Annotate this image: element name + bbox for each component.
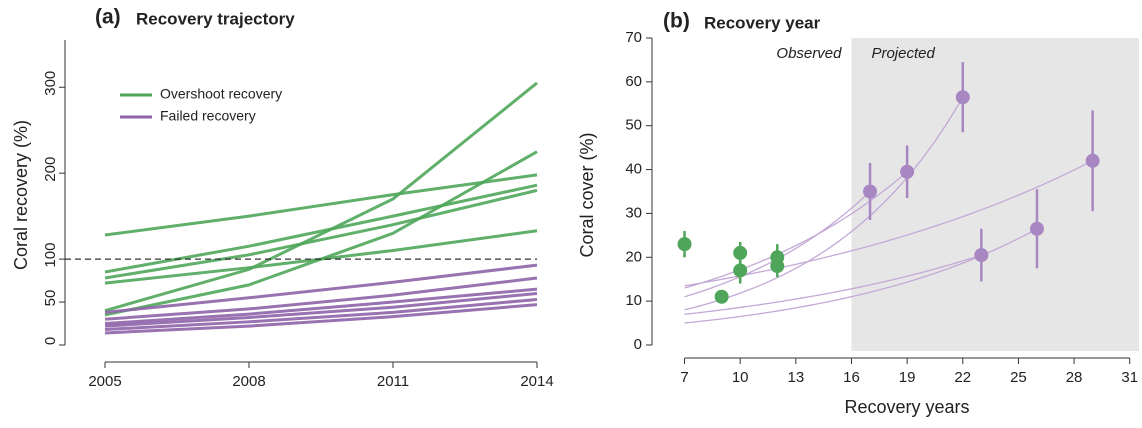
x-tick-label: 13	[787, 369, 804, 386]
chart-title: Recovery trajectory	[136, 9, 295, 28]
x-tick-label: 2005	[88, 373, 121, 390]
trajectory-line	[104, 81, 538, 313]
point	[677, 237, 692, 252]
annotation: Projected	[871, 45, 935, 62]
fit-curve	[684, 254, 982, 315]
y-tick-label: 40	[625, 161, 642, 178]
x-tick-label: 2008	[232, 373, 265, 390]
y-tick-label: 30	[625, 204, 642, 221]
y-tick-label: 10	[625, 292, 642, 309]
y-tick-label: 0	[634, 336, 642, 353]
trajectory-line	[104, 263, 538, 314]
x-tick-label: 19	[899, 369, 916, 386]
x-axis-label: Recovery years	[844, 397, 969, 417]
fit-curve	[684, 96, 964, 311]
trajectory-line	[104, 287, 538, 326]
y-tick-label: 300	[42, 71, 59, 96]
trajectory-line	[104, 291, 538, 328]
trajectory-line	[104, 188, 538, 280]
y-tick-label: 50	[42, 290, 59, 307]
legend-label: Overshoot recovery	[160, 86, 282, 102]
x-tick-label: 2011	[377, 373, 409, 390]
y-tick-label: 60	[625, 73, 642, 90]
y-tick-label: 20	[625, 248, 642, 265]
point	[733, 263, 748, 278]
chart-title: Recovery year	[704, 13, 821, 32]
point	[955, 90, 970, 105]
y-tick-label: 50	[625, 117, 642, 134]
point	[1029, 221, 1044, 236]
trajectory-line	[104, 173, 538, 237]
legend-label: Failed recovery	[160, 108, 256, 124]
y-axis-label: Coral cover (%)	[577, 132, 597, 257]
x-tick-label: 16	[843, 369, 860, 386]
y-tick-label: 200	[42, 157, 59, 182]
trajectory-line	[104, 297, 538, 332]
y-axis-label: Coral recovery (%)	[11, 120, 31, 270]
annotation: Observed	[776, 45, 842, 62]
fit-curve	[684, 160, 1093, 287]
point	[863, 184, 878, 199]
point	[1085, 153, 1100, 168]
projected-region	[851, 38, 1139, 351]
x-tick-label: 25	[1010, 369, 1027, 386]
trajectory-line	[104, 303, 538, 335]
y-tick-label: 0	[42, 337, 59, 345]
x-tick-label: 7	[680, 369, 688, 386]
trajectory-line	[104, 276, 538, 321]
y-tick-label: 100	[42, 243, 59, 268]
x-tick-label: 22	[954, 369, 971, 386]
point	[733, 245, 748, 260]
x-tick-label: 28	[1066, 369, 1083, 386]
point	[714, 289, 729, 304]
point	[900, 164, 915, 179]
x-tick-label: 10	[732, 369, 749, 386]
y-tick-label: 70	[625, 29, 642, 46]
panel-label: (b)	[663, 10, 690, 33]
panel-label: (a)	[95, 6, 121, 29]
x-tick-label: 2014	[520, 373, 553, 390]
point	[770, 259, 785, 274]
x-tick-label: 31	[1121, 369, 1138, 386]
point	[974, 248, 989, 263]
